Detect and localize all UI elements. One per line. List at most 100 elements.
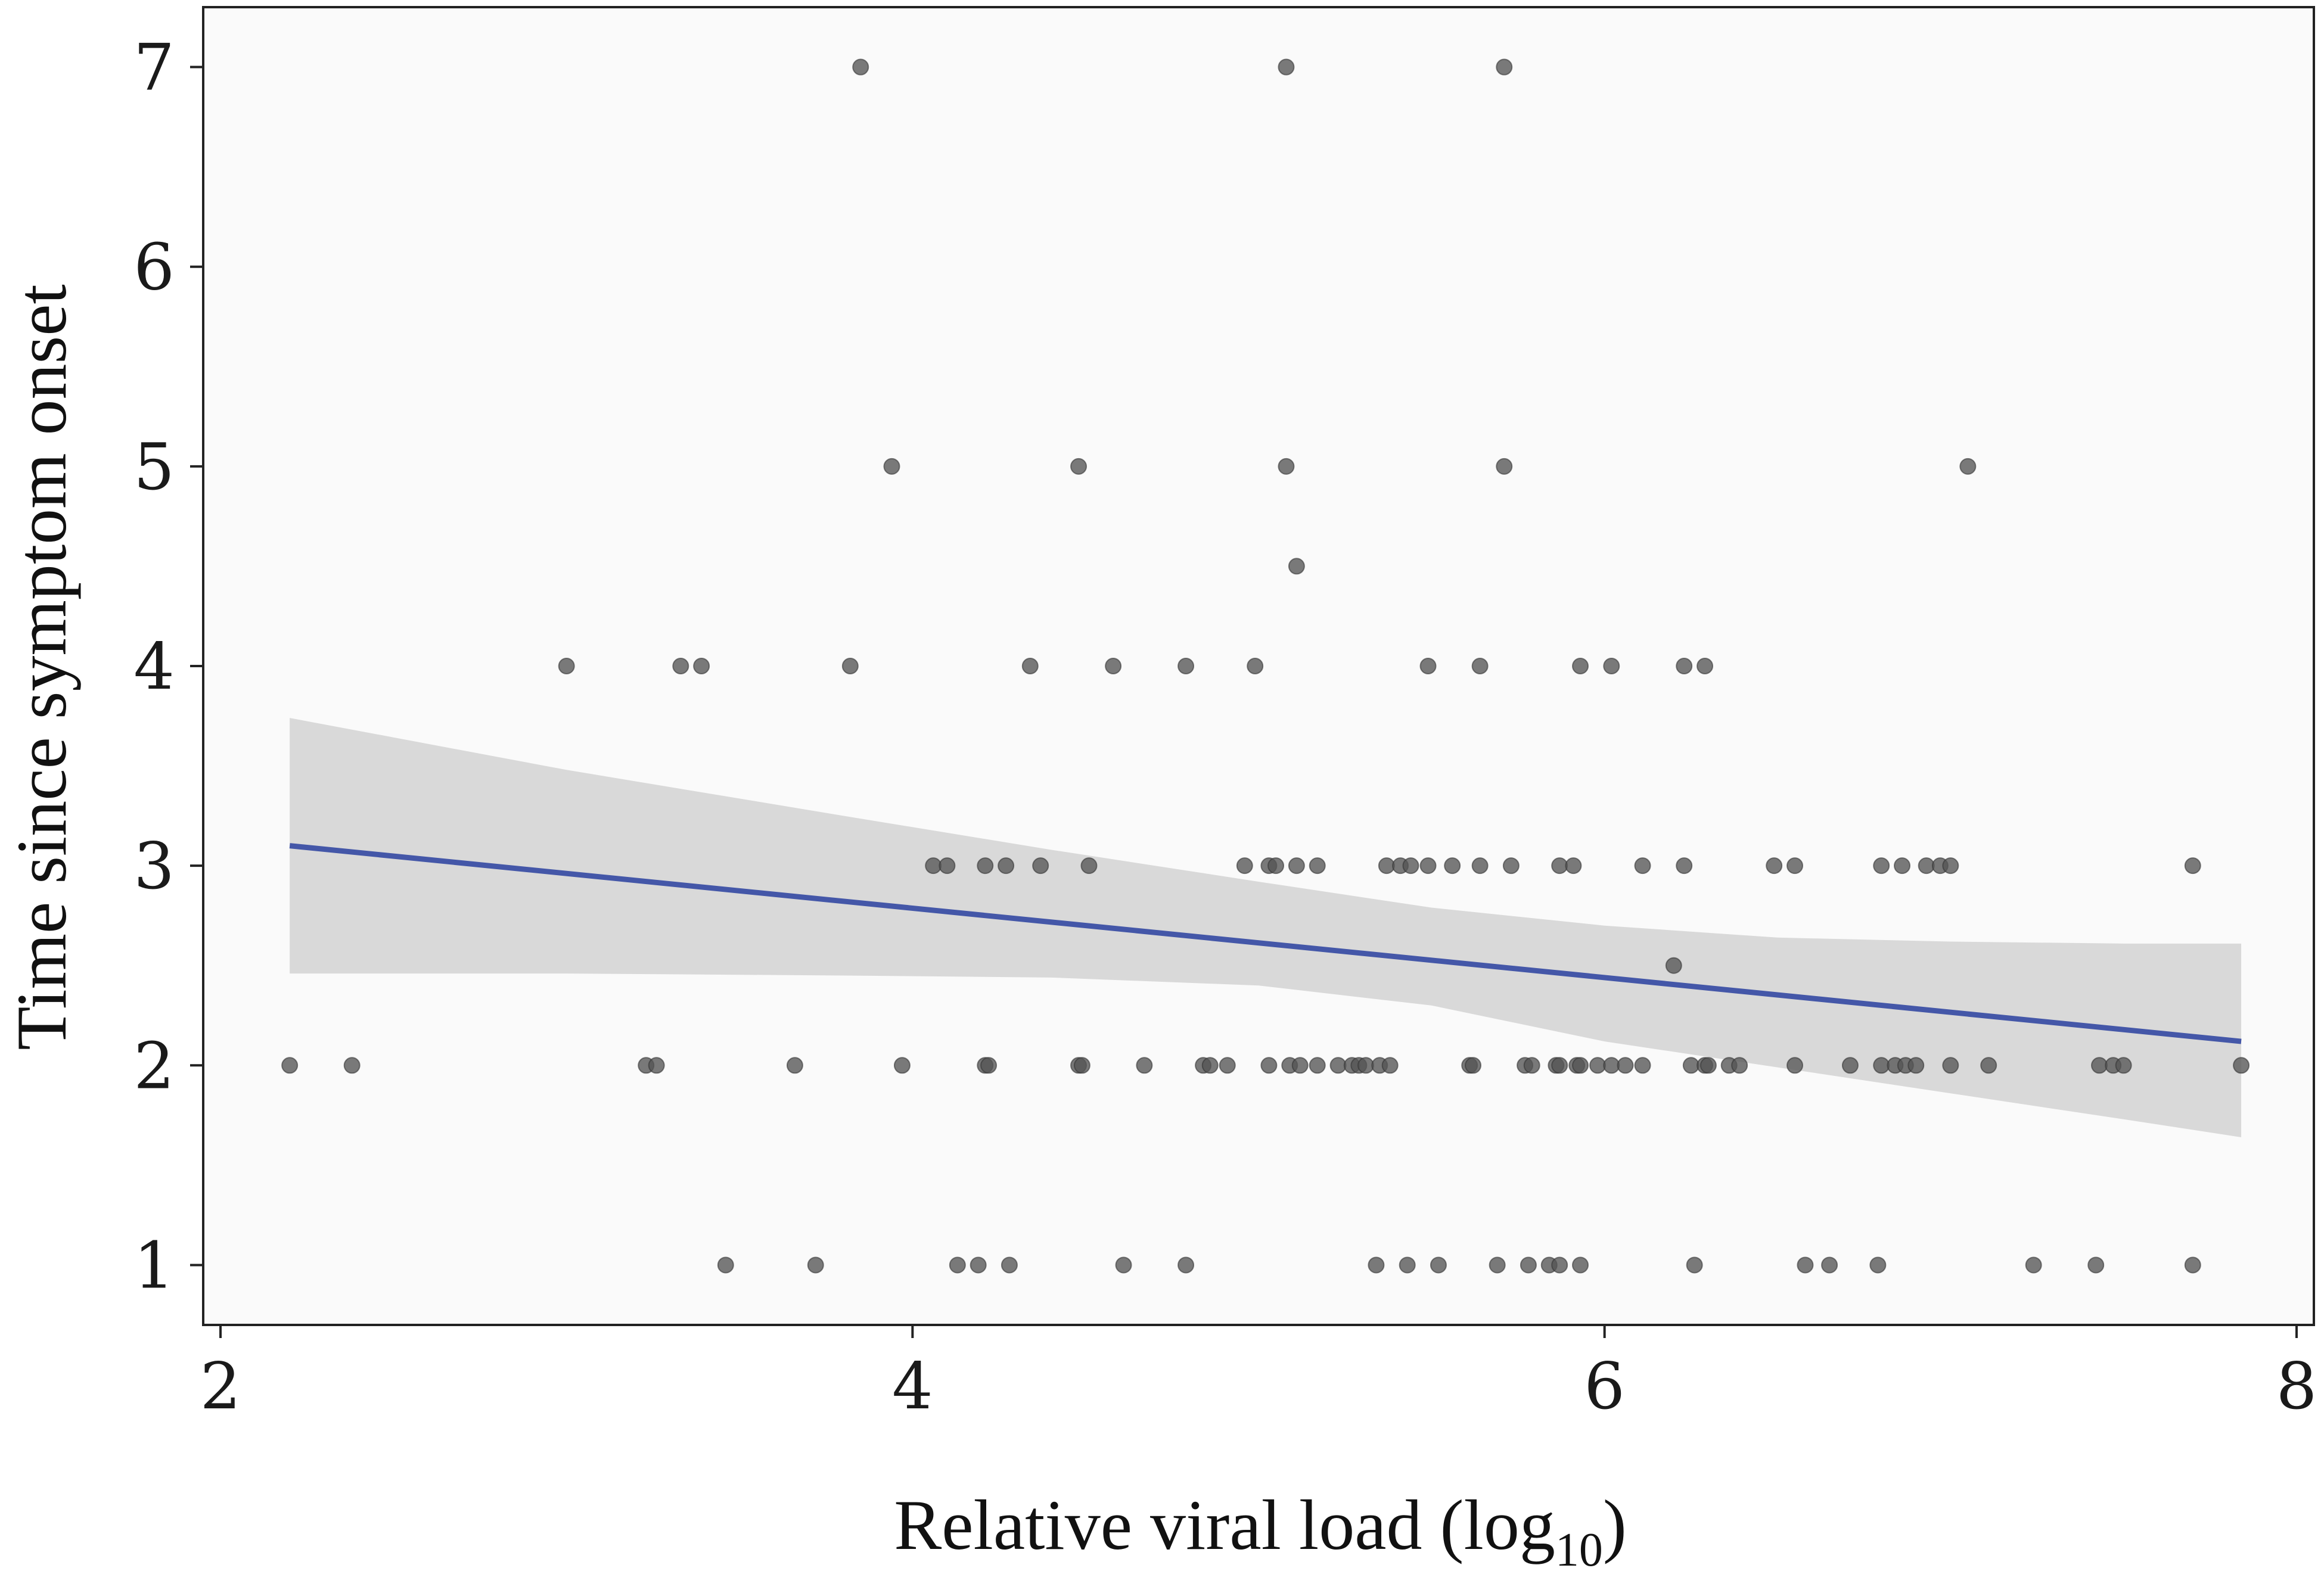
data-point — [1080, 857, 1098, 875]
data-point — [648, 1057, 665, 1074]
data-point — [1288, 857, 1305, 875]
data-point — [1381, 1057, 1399, 1074]
data-point — [1260, 1057, 1278, 1074]
data-point — [1247, 658, 1264, 674]
data-point — [1444, 857, 1461, 875]
data-point — [1368, 1256, 1385, 1274]
x-axis-title: Relative viral load (log10) — [894, 1485, 1627, 1576]
data-point — [786, 1057, 803, 1074]
data-point — [2025, 1256, 2042, 1274]
data-point — [977, 857, 994, 875]
data-point — [2090, 1057, 2108, 1074]
data-point — [1267, 857, 1285, 875]
data-point — [281, 1057, 299, 1074]
data-point — [1105, 658, 1122, 674]
data-point — [1291, 1057, 1309, 1074]
data-point — [558, 658, 575, 674]
data-point — [1430, 1256, 1447, 1274]
data-point — [1873, 857, 1890, 875]
data-point — [1797, 1256, 1814, 1274]
y-tick-label: 4 — [133, 630, 175, 704]
data-point — [1617, 1057, 1634, 1074]
data-point — [1894, 857, 1911, 875]
data-point — [1357, 1057, 1375, 1074]
x-tick-label: 2 — [200, 1349, 241, 1424]
data-point — [998, 857, 1015, 875]
data-point — [2184, 1256, 2201, 1274]
data-point — [1572, 658, 1589, 674]
points-layer — [281, 58, 2250, 1274]
data-point — [1399, 1256, 1416, 1274]
data-point — [717, 1256, 734, 1274]
data-point — [1419, 857, 1437, 875]
confidence-band — [290, 718, 2242, 1137]
data-point — [1787, 857, 1804, 875]
data-point — [1634, 857, 1651, 875]
data-point — [1177, 1256, 1195, 1274]
data-point — [1520, 1256, 1537, 1274]
data-point — [1697, 658, 1714, 674]
data-point — [1676, 658, 1693, 674]
data-point — [1465, 1057, 1482, 1074]
data-point — [1665, 957, 1682, 974]
data-point — [1551, 1057, 1568, 1074]
data-point — [1873, 1057, 1890, 1074]
data-point — [2184, 857, 2201, 875]
data-point — [1419, 658, 1437, 674]
x-tick-label: 4 — [892, 1349, 933, 1424]
data-point — [1070, 458, 1088, 475]
data-point — [343, 1057, 361, 1074]
data-point — [1402, 857, 1419, 875]
data-point — [1603, 658, 1620, 674]
data-point — [1565, 857, 1582, 875]
data-point — [1502, 857, 1520, 875]
data-point — [1686, 1256, 1703, 1274]
data-point — [1378, 857, 1395, 875]
data-point — [852, 58, 869, 76]
data-point — [1219, 1057, 1236, 1074]
y-tick-label: 6 — [133, 231, 175, 305]
data-point — [1682, 1057, 1699, 1074]
fit-line-layer — [289, 843, 2242, 1044]
data-point — [1021, 658, 1039, 674]
data-point — [672, 658, 689, 674]
y-tick-label: 3 — [133, 829, 175, 904]
data-point — [1980, 1057, 1997, 1074]
data-point — [1731, 1057, 1748, 1074]
data-point — [1523, 1057, 1540, 1074]
x-tick-label: 8 — [2276, 1349, 2317, 1424]
data-point — [1572, 1256, 1589, 1274]
data-point — [1278, 58, 1295, 76]
data-point — [807, 1256, 824, 1274]
data-point — [693, 658, 710, 674]
y-tick-label: 1 — [133, 1228, 175, 1303]
data-point — [1787, 1057, 1804, 1074]
data-point — [1309, 1057, 1326, 1074]
data-point — [1278, 458, 1295, 475]
x-tick-label: 6 — [1584, 1349, 1625, 1424]
data-point — [1551, 857, 1568, 875]
data-point — [1942, 1057, 1959, 1074]
data-point — [841, 658, 859, 674]
data-point — [1676, 857, 1693, 875]
data-point — [925, 857, 942, 875]
y-axis-title: Time since symptom onset — [2, 284, 81, 1050]
data-point — [1869, 1256, 1887, 1274]
data-point — [1073, 1057, 1090, 1074]
data-point — [1496, 458, 1513, 475]
data-point — [1766, 857, 1783, 875]
y-tick-label: 7 — [133, 31, 175, 105]
data-point — [1942, 857, 1959, 875]
data-point — [1471, 857, 1489, 875]
data-point — [1136, 1057, 1153, 1074]
data-point — [883, 458, 900, 475]
data-point — [1634, 1057, 1651, 1074]
data-point — [1001, 1256, 1018, 1274]
data-point — [1309, 857, 1326, 875]
data-point — [1551, 1256, 1568, 1274]
data-point — [1471, 658, 1489, 674]
confidence-band-layer — [290, 718, 2242, 1137]
data-point — [1589, 1057, 1607, 1074]
